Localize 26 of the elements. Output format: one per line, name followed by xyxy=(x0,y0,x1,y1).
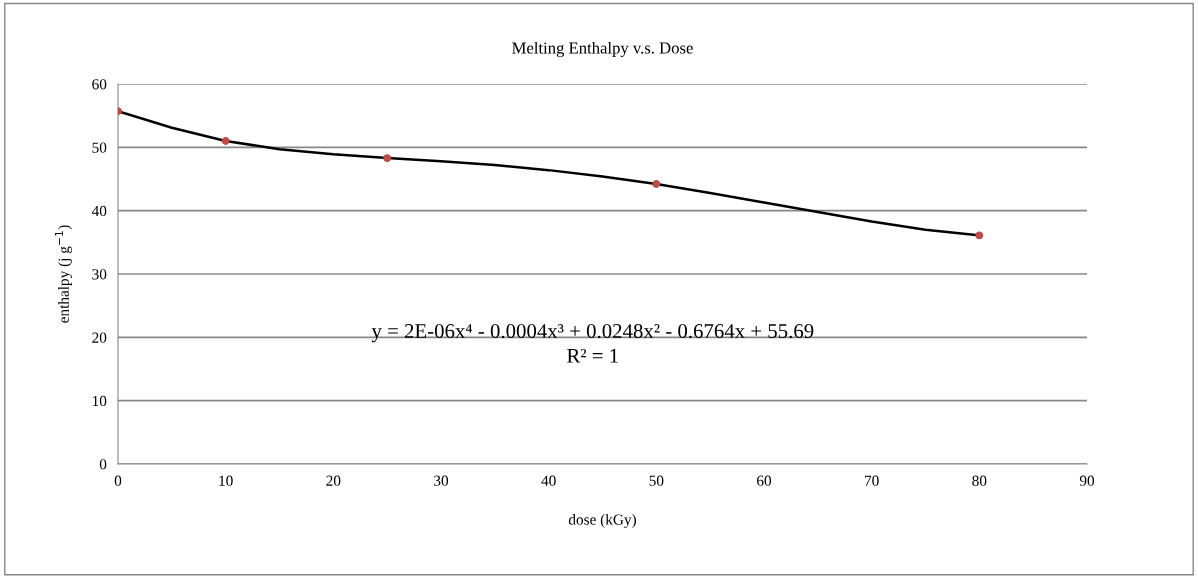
point xyxy=(383,154,392,163)
x-tick-label: 10 xyxy=(219,475,233,486)
y-tick-label: 20 xyxy=(92,332,107,343)
annotation: R² = 1 xyxy=(567,348,618,363)
x-tick-label: 40 xyxy=(541,475,556,486)
annotation: y = 2E-06x⁴ - 0.0004x³ + 0.0248x² - 0.6764x + 55.69 xyxy=(371,324,814,343)
y-tick-label: 50 xyxy=(92,142,107,153)
chart-title: Melting Enthalpy v.s. Dose xyxy=(512,41,693,58)
x-tick-label: 50 xyxy=(649,475,664,486)
x-tick-label: 60 xyxy=(757,475,772,486)
x-axis-title: dose (kGy) xyxy=(568,513,636,528)
x-tick-label: 0 xyxy=(114,475,122,486)
x-tick-label: 70 xyxy=(865,475,879,486)
y-axis-title: enthalpy (j g$^{−1}$) xyxy=(55,225,72,323)
x-tick-label: 90 xyxy=(1079,475,1095,486)
x-tick-label: 30 xyxy=(434,475,449,486)
y-tick-label: 60 xyxy=(92,79,107,90)
x-tick-label: 20 xyxy=(326,475,341,486)
point xyxy=(652,180,661,189)
y-tick-label: 0 xyxy=(99,459,107,470)
x-tick-label: 80 xyxy=(972,475,987,486)
point xyxy=(221,137,230,145)
y-tick-label: 10 xyxy=(92,395,107,407)
y-tick-label: 40 xyxy=(91,205,107,217)
y-tick-label: 30 xyxy=(92,269,107,280)
point xyxy=(975,231,984,240)
